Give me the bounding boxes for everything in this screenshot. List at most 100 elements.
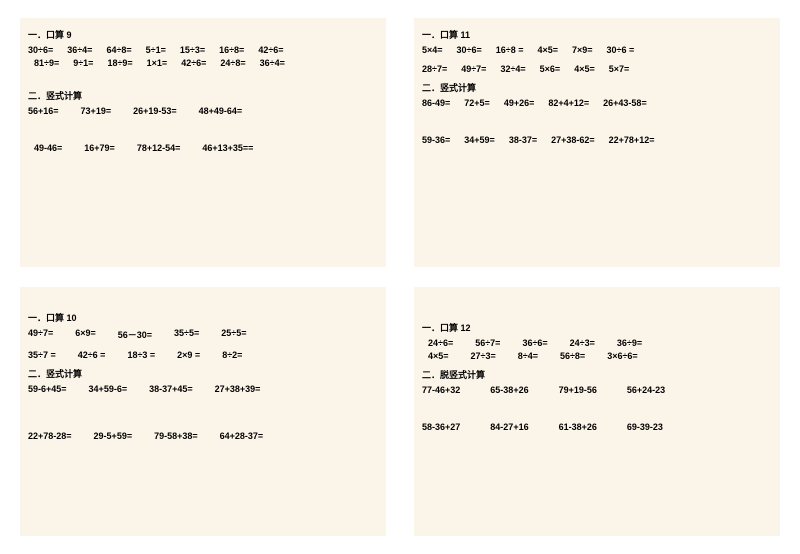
expr: 15÷3=	[180, 45, 205, 55]
expr: 49-46=	[34, 143, 62, 153]
expr: 16÷8 =	[496, 45, 524, 55]
section-9: 一．口算 9 30÷6= 36÷4= 64÷8= 5÷1= 15÷3= 16÷8…	[20, 18, 386, 267]
mental-row: 24÷6= 56÷7= 36÷6= 24÷3= 36÷9=	[422, 338, 772, 348]
expr: 4×5=	[428, 351, 449, 361]
expr: 46+13+35==	[202, 143, 253, 153]
expr: 84-27+16	[490, 422, 528, 432]
expr: 3×6÷6=	[607, 351, 637, 361]
expr: 30÷6 =	[607, 45, 635, 55]
expr: 30÷6=	[28, 45, 53, 55]
section-12: 一．口算 12 24÷6= 56÷7= 36÷6= 24÷3= 36÷9= 4×…	[414, 287, 780, 536]
expr: 4×5=	[537, 45, 558, 55]
expr: 29-5+59=	[94, 431, 133, 441]
expr: 8÷2=	[222, 350, 242, 360]
expr: 6×9=	[75, 328, 96, 341]
section-11: 一．口算 11 5×4= 30÷6= 16÷8 = 4×5= 7×9= 30÷6…	[414, 18, 780, 267]
expr: 18÷3 =	[127, 350, 155, 360]
expr: 8÷4=	[518, 351, 538, 361]
column-row: 56+16= 73+19= 26+19-53= 48+49-64=	[28, 106, 378, 116]
expr: 72+5=	[464, 98, 490, 108]
expr: 27+38+39=	[215, 384, 261, 394]
expr: 22+78+12=	[609, 135, 655, 145]
expr: 25÷5=	[221, 328, 246, 341]
column-title: 二．竖式计算	[28, 89, 378, 102]
expr: 16+79=	[84, 143, 115, 153]
expr: 64+28-37=	[220, 431, 264, 441]
expr: 35÷5=	[174, 328, 199, 341]
expr: 18÷9=	[107, 58, 132, 68]
expr: 35÷7 =	[28, 350, 56, 360]
expr: 38-37=	[509, 135, 537, 145]
column-row: 59-36= 34+59= 38-37= 27+38-62= 22+78+12=	[422, 135, 772, 145]
expr: 56÷7=	[475, 338, 500, 348]
expr: 49÷7=	[461, 64, 486, 74]
mental-row: 28÷7= 49÷7= 32÷4= 5×6= 4×5= 5×7=	[422, 64, 772, 74]
expr: 34+59=	[464, 135, 495, 145]
expr: 86-49=	[422, 98, 450, 108]
expr: 49+26=	[504, 98, 535, 108]
expr: 42÷6=	[181, 58, 206, 68]
expr: 49÷7=	[28, 328, 53, 341]
expr: 2×9 =	[177, 350, 200, 360]
expr: 36÷9=	[617, 338, 642, 348]
expr: 58-36+27	[422, 422, 460, 432]
expr: 65-38+26	[490, 385, 528, 395]
expr: 42÷6 =	[78, 350, 106, 360]
expr: 1×1=	[147, 58, 168, 68]
expr: 78+12-54=	[137, 143, 181, 153]
column-title: 二．脱竖式计算	[422, 368, 772, 381]
expr: 36÷4=	[260, 58, 285, 68]
expr: 4×5=	[574, 64, 595, 74]
mental-row: 30÷6= 36÷4= 64÷8= 5÷1= 15÷3= 16÷8= 42÷6=	[28, 45, 378, 55]
expr: 56+16=	[28, 106, 59, 116]
column-title: 二．竖式计算	[422, 81, 772, 94]
expr: 61-38+26	[559, 422, 597, 432]
expr: 26+43-58=	[603, 98, 647, 108]
mental-row: 49÷7= 6×9= 56－30= 35÷5= 25÷5=	[28, 328, 378, 341]
mental-title: 一．口算 11	[422, 28, 772, 41]
column-row: 86-49= 72+5= 49+26= 82+4+12= 26+43-58=	[422, 98, 772, 108]
expr: 5×4=	[422, 45, 443, 55]
expr: 26+19-53=	[133, 106, 177, 116]
expr: 79-58+38=	[154, 431, 198, 441]
expr: 59-6+45=	[28, 384, 67, 394]
mental-row: 35÷7 = 42÷6 = 18÷3 = 2×9 = 8÷2=	[28, 350, 378, 360]
expr: 28÷7=	[422, 64, 447, 74]
expr: 5÷1=	[146, 45, 166, 55]
expr: 69-39-23	[627, 422, 663, 432]
column-row: 22+78-28= 29-5+59= 79-58+38= 64+28-37=	[28, 431, 378, 441]
expr: 81÷9=	[34, 58, 59, 68]
expr: 27+38-62=	[551, 135, 595, 145]
mental-title: 一．口算 10	[28, 311, 378, 324]
mental-row: 4×5= 27÷3= 8÷4= 56÷8= 3×6÷6=	[422, 351, 772, 361]
expr: 38-37+45=	[149, 384, 193, 394]
expr: 34+59-6=	[89, 384, 128, 394]
expr: 56－30=	[118, 328, 152, 341]
expr: 36÷4=	[67, 45, 92, 55]
expr: 59-36=	[422, 135, 450, 145]
expr: 9÷1=	[73, 58, 93, 68]
expr: 24÷6=	[428, 338, 453, 348]
expr: 5×6=	[540, 64, 561, 74]
expr: 5×7=	[609, 64, 630, 74]
column-row: 77-46+32 65-38+26 79+19-56 56+24-23	[422, 385, 772, 395]
expr: 27÷3=	[471, 351, 496, 361]
expr: 32÷4=	[500, 64, 525, 74]
column-row: 59-6+45= 34+59-6= 38-37+45= 27+38+39=	[28, 384, 378, 394]
expr: 56÷8=	[560, 351, 585, 361]
mental-row: 81÷9= 9÷1= 18÷9= 1×1= 42÷6= 24÷8= 36÷4=	[28, 58, 378, 68]
mental-row: 5×4= 30÷6= 16÷8 = 4×5= 7×9= 30÷6 =	[422, 45, 772, 55]
expr: 7×9=	[572, 45, 593, 55]
expr: 82+4+12=	[548, 98, 589, 108]
column-row: 49-46= 16+79= 78+12-54= 46+13+35==	[28, 143, 378, 153]
expr: 42÷6=	[258, 45, 283, 55]
expr: 24÷3=	[570, 338, 595, 348]
expr: 73+19=	[81, 106, 112, 116]
section-10: 一．口算 10 49÷7= 6×9= 56－30= 35÷5= 25÷5= 35…	[20, 287, 386, 536]
expr: 48+49-64=	[199, 106, 243, 116]
worksheet-grid: 一．口算 9 30÷6= 36÷4= 64÷8= 5÷1= 15÷3= 16÷8…	[20, 18, 780, 536]
expr: 77-46+32	[422, 385, 460, 395]
expr: 24÷8=	[220, 58, 245, 68]
expr: 79+19-56	[559, 385, 597, 395]
expr: 36÷6=	[522, 338, 547, 348]
